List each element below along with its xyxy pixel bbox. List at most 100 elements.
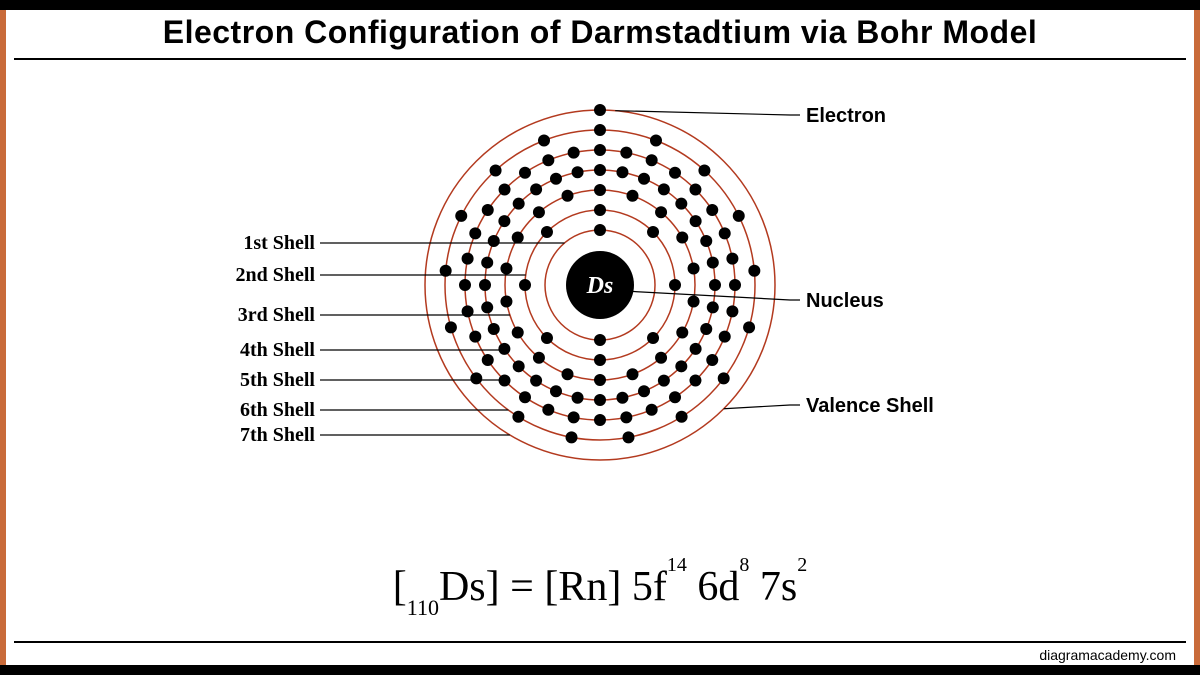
electron-dot — [638, 385, 650, 397]
electron-dot — [655, 206, 667, 218]
electron-dot — [594, 184, 606, 196]
electron-dot — [550, 385, 562, 397]
electron-dot — [647, 332, 659, 344]
electron-dot — [626, 190, 638, 202]
electron-dot — [499, 184, 511, 196]
electron-dot — [513, 360, 525, 372]
electron-dot — [658, 375, 670, 387]
electron-dot — [620, 147, 632, 159]
footer-line — [14, 641, 1186, 643]
electron-dot — [675, 360, 687, 372]
electron-dot — [479, 279, 491, 291]
electron-dot — [498, 215, 510, 227]
electron-dot — [690, 215, 702, 227]
element-symbol: Ds — [439, 564, 486, 610]
electron-dot — [706, 204, 718, 216]
leader-line — [615, 111, 800, 115]
electron-dot — [533, 352, 545, 364]
electron-dot — [562, 368, 574, 380]
electron-dot — [647, 226, 659, 238]
electron-dot — [688, 263, 700, 275]
electron-dot — [707, 301, 719, 313]
page-title: Electron Configuration of Darmstadtium v… — [0, 14, 1200, 51]
callout-label: Electron — [806, 105, 886, 127]
electron-dot — [743, 321, 755, 333]
electron-dot — [490, 164, 502, 176]
electron-dot — [669, 167, 681, 179]
electron-dot — [519, 279, 531, 291]
electron-dot — [530, 183, 542, 195]
electron-dot — [726, 305, 738, 317]
electron-config-formula: [110Ds] = [Rn] 5f14 6d8 7s2 — [0, 563, 1200, 615]
electron-dot — [445, 321, 457, 333]
electron-dot — [689, 374, 701, 386]
electron-dot — [594, 124, 606, 136]
electron-dot — [620, 411, 632, 423]
electron-dot — [519, 391, 531, 403]
shell-label: 2nd Shell — [236, 264, 316, 286]
electron-dot — [541, 332, 553, 344]
electron-dot — [698, 164, 710, 176]
electron-dot — [718, 372, 730, 384]
electron-dot — [562, 190, 574, 202]
atomic-number: 110 — [407, 595, 439, 620]
electron-dot — [638, 173, 650, 185]
leader-line — [724, 405, 800, 409]
electron-dot — [482, 354, 494, 366]
electron-dot — [688, 295, 700, 307]
electron-dot — [626, 368, 638, 380]
electron-dot — [719, 331, 731, 343]
shell-label: 4th Shell — [240, 339, 315, 361]
electron-dot — [676, 327, 688, 339]
electron-dot — [675, 198, 687, 210]
electron-dot — [481, 257, 493, 269]
shell-label: 1st Shell — [243, 232, 315, 254]
electron-dot — [594, 164, 606, 176]
electron-dot — [530, 375, 542, 387]
electron-dot — [726, 253, 738, 265]
electron-dot — [719, 227, 731, 239]
electron-dot — [469, 331, 481, 343]
electron-dot — [542, 154, 554, 166]
electron-dot — [488, 323, 500, 335]
electron-dot — [459, 279, 471, 291]
electron-dot — [706, 354, 718, 366]
electron-dot — [512, 232, 524, 244]
electron-dot — [566, 431, 578, 443]
electron-dot — [646, 154, 658, 166]
nucleus-symbol: Ds — [586, 273, 614, 299]
electron-dot — [594, 224, 606, 236]
shell-label: 5th Shell — [240, 369, 315, 391]
electron-dot — [482, 204, 494, 216]
bottom-bar — [0, 665, 1200, 675]
electron-dot — [622, 431, 634, 443]
electron-dot — [676, 411, 688, 423]
electron-dot — [669, 279, 681, 291]
electron-dot — [550, 173, 562, 185]
electron-dot — [462, 253, 474, 265]
electron-dot — [513, 198, 525, 210]
electron-dot — [594, 104, 606, 116]
leader-line — [624, 291, 800, 300]
electron-dot — [572, 392, 584, 404]
electron-dot — [594, 394, 606, 406]
electron-dot — [594, 144, 606, 156]
electron-dot — [594, 374, 606, 386]
electron-dot — [669, 391, 681, 403]
electron-dot — [709, 279, 721, 291]
electron-dot — [568, 411, 580, 423]
watermark: diagramacademy.com — [1039, 647, 1176, 663]
electron-dot — [481, 301, 493, 313]
shell-label: 3rd Shell — [238, 304, 316, 326]
electron-dot — [512, 327, 524, 339]
electron-dot — [689, 184, 701, 196]
electron-dot — [700, 235, 712, 247]
electron-dot — [572, 166, 584, 178]
electron-dot — [594, 204, 606, 216]
electron-dot — [594, 354, 606, 366]
electron-dot — [533, 206, 545, 218]
top-bar — [0, 0, 1200, 10]
callout-label: Valence Shell — [806, 395, 934, 417]
title-underline — [14, 58, 1186, 60]
electron-dot — [519, 167, 531, 179]
